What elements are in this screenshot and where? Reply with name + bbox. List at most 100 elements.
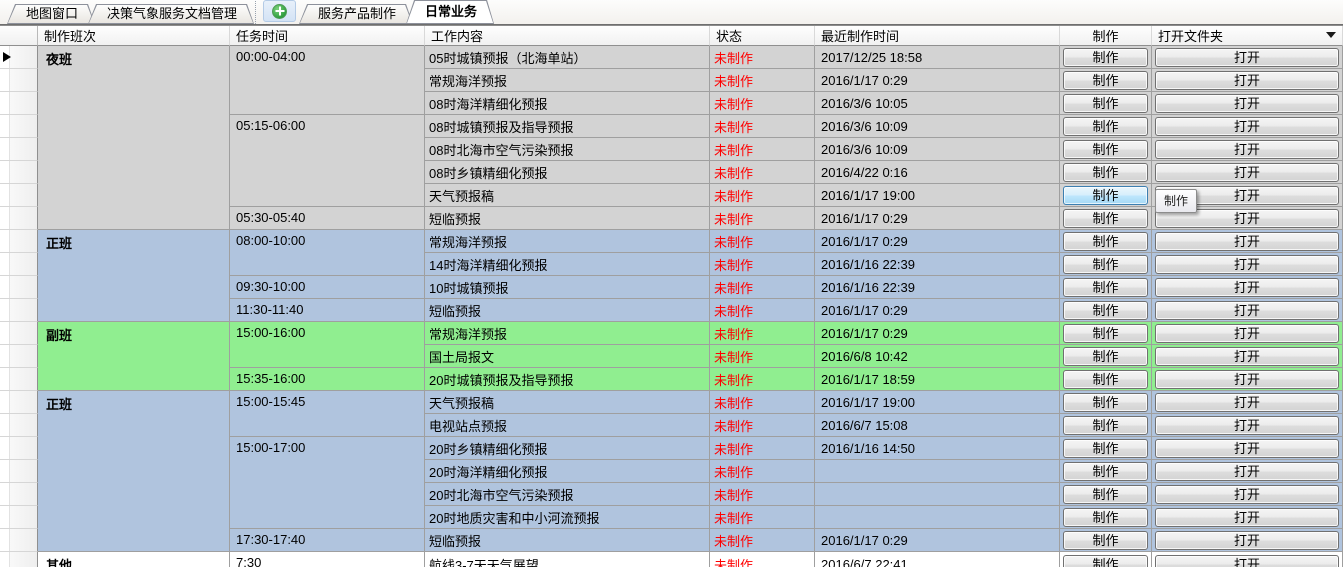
tab-map-window[interactable]: 地图窗口 <box>7 4 95 24</box>
produce-button[interactable]: 制作 <box>1063 231 1148 251</box>
produce-button[interactable]: 制作 <box>1063 555 1148 567</box>
column-header-content[interactable]: 工作内容 <box>425 26 710 46</box>
row-header[interactable] <box>0 322 38 345</box>
add-product-tab-button[interactable] <box>255 0 299 24</box>
row-header[interactable] <box>0 437 38 460</box>
open-button[interactable]: 打开 <box>1155 415 1339 435</box>
produce-button[interactable]: 制作 <box>1063 185 1148 205</box>
tab-bar: 地图窗口 决策气象服务文档管理 服务产品制作 日常业务 <box>0 0 1343 25</box>
open-cell: 打开 <box>1152 207 1343 230</box>
column-header-open-folder[interactable]: 打开文件夹 <box>1152 26 1343 46</box>
row-header[interactable] <box>0 138 38 161</box>
produce-button[interactable]: 制作 <box>1063 346 1148 366</box>
row-header[interactable] <box>0 460 38 483</box>
row-header[interactable] <box>0 115 38 138</box>
column-header-time[interactable]: 任务时间 <box>230 26 425 46</box>
open-button[interactable]: 打开 <box>1155 555 1339 567</box>
produce-button[interactable]: 制作 <box>1063 369 1148 389</box>
column-header-status[interactable]: 状态 <box>710 26 815 46</box>
row-header[interactable] <box>0 529 38 552</box>
row-header[interactable] <box>0 391 38 414</box>
row-header[interactable] <box>0 253 38 276</box>
time-cell: 7:30 <box>230 552 425 567</box>
produce-button[interactable]: 制作 <box>1063 47 1148 67</box>
tooltip: 制作 <box>1155 189 1198 213</box>
produce-button[interactable]: 制作 <box>1063 323 1148 343</box>
open-button[interactable]: 打开 <box>1155 185 1339 205</box>
row-header[interactable] <box>0 368 38 391</box>
row-header[interactable] <box>0 506 38 529</box>
open-button[interactable]: 打开 <box>1155 162 1339 182</box>
content-cell: 08时乡镇精细化预报 <box>425 161 710 184</box>
produce-button[interactable]: 制作 <box>1063 139 1148 159</box>
produce-cell: 制作 <box>1060 69 1152 92</box>
row-header[interactable] <box>0 345 38 368</box>
open-button[interactable]: 打开 <box>1155 484 1339 504</box>
table-row: 夜班 00:00-04:00 05时城镇预报（北海单站） 未制作 2017/12/25 … <box>0 46 1343 230</box>
open-button[interactable]: 打开 <box>1155 231 1339 251</box>
row-header[interactable] <box>0 184 38 207</box>
open-button[interactable]: 打开 <box>1155 47 1339 67</box>
row-header[interactable] <box>0 276 38 299</box>
open-button[interactable]: 打开 <box>1155 254 1339 274</box>
produce-button[interactable]: 制作 <box>1063 438 1148 458</box>
column-header-shift[interactable]: 制作班次 <box>38 26 230 46</box>
open-button[interactable]: 打开 <box>1155 93 1339 113</box>
produce-button[interactable]: 制作 <box>1063 254 1148 274</box>
open-cell: 打开 <box>1152 276 1343 299</box>
chevron-down-icon[interactable] <box>1326 32 1336 38</box>
produce-button[interactable]: 制作 <box>1063 70 1148 90</box>
content-cell: 短临预报 <box>425 299 710 322</box>
column-header-produce[interactable]: 制作 <box>1060 26 1152 46</box>
open-button[interactable]: 打开 <box>1155 507 1339 527</box>
column-header-last-time[interactable]: 最近制作时间 <box>815 26 1060 46</box>
produce-cell: 制作 <box>1060 299 1152 322</box>
row-header[interactable] <box>0 161 38 184</box>
produce-cell: 制作 <box>1060 138 1152 161</box>
row-header[interactable] <box>0 299 38 322</box>
tab-product-creation[interactable]: 服务产品制作 <box>299 4 413 24</box>
last-time-cell: 2016/1/17 19:00 <box>815 184 1060 207</box>
row-header[interactable] <box>0 414 38 437</box>
produce-button[interactable]: 制作 <box>1063 484 1148 504</box>
time-cell: 15:00-16:00 <box>230 322 425 368</box>
produce-cell: 制作 制作 <box>1060 184 1198 213</box>
open-button[interactable]: 打开 <box>1155 392 1339 412</box>
row-header[interactable] <box>0 483 38 506</box>
row-header[interactable] <box>0 46 38 69</box>
produce-button[interactable]: 制作 <box>1063 461 1148 481</box>
tab-daily-business[interactable]: 日常业务 <box>406 0 494 24</box>
open-button[interactable]: 打开 <box>1155 208 1339 228</box>
open-button[interactable]: 打开 <box>1155 300 1339 320</box>
produce-button[interactable]: 制作 <box>1063 116 1148 136</box>
open-button[interactable]: 打开 <box>1155 438 1339 458</box>
row-header[interactable] <box>0 230 38 253</box>
open-button[interactable]: 打开 <box>1155 70 1339 90</box>
open-button[interactable]: 打开 <box>1155 139 1339 159</box>
row-header[interactable] <box>0 92 38 115</box>
row-header[interactable] <box>0 69 38 92</box>
produce-button[interactable]: 制作 <box>1063 530 1148 550</box>
open-cell: 打开 <box>1152 92 1343 115</box>
row-header[interactable] <box>0 207 38 230</box>
open-button[interactable]: 打开 <box>1155 323 1339 343</box>
open-button[interactable]: 打开 <box>1155 369 1339 389</box>
produce-button[interactable]: 制作 <box>1063 415 1148 435</box>
open-button[interactable]: 打开 <box>1155 277 1339 297</box>
produce-cell: 制作 <box>1060 368 1152 391</box>
open-button[interactable]: 打开 <box>1155 461 1339 481</box>
produce-button[interactable]: 制作 <box>1063 277 1148 297</box>
produce-button[interactable]: 制作 <box>1063 507 1148 527</box>
row-header[interactable] <box>0 552 38 567</box>
produce-cell: 制作 <box>1060 230 1152 253</box>
open-button[interactable]: 打开 <box>1155 346 1339 366</box>
produce-button[interactable]: 制作 <box>1063 208 1148 228</box>
time-cell: 09:30-10:00 <box>230 276 425 299</box>
produce-button[interactable]: 制作 <box>1063 392 1148 412</box>
open-button[interactable]: 打开 <box>1155 116 1339 136</box>
open-button[interactable]: 打开 <box>1155 530 1339 550</box>
produce-button[interactable]: 制作 <box>1063 93 1148 113</box>
produce-button[interactable]: 制作 <box>1063 162 1148 182</box>
tab-doc-management[interactable]: 决策气象服务文档管理 <box>88 4 254 24</box>
produce-button[interactable]: 制作 <box>1063 300 1148 320</box>
